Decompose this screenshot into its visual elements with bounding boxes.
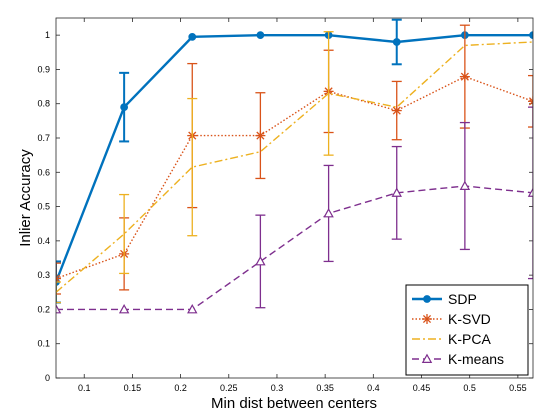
data-point [188, 32, 197, 41]
y-tick-label: 0.9 [37, 64, 50, 74]
y-tick-label: 0.4 [37, 236, 50, 246]
data-point [187, 303, 198, 314]
x-tick-label: 0.1 [78, 383, 91, 393]
data-point [391, 187, 402, 197]
data-point [422, 314, 432, 324]
x-tick-label: 0.3 [271, 383, 284, 393]
x-tick-label: 0.2 [174, 383, 187, 393]
y-tick-label: 0.1 [37, 339, 50, 349]
series-line [56, 41, 533, 293]
y-tick-label: 0.7 [37, 133, 50, 143]
series-line [56, 75, 533, 280]
y-tick-label: 0.8 [37, 99, 50, 109]
y-tick-label: 1 [45, 30, 50, 40]
x-tick-label: 0.4 [367, 383, 380, 393]
data-point [528, 96, 533, 107]
series-line [56, 185, 533, 311]
y-tick-label: 0.5 [37, 202, 50, 212]
legend-label: K-PCA [448, 331, 491, 347]
x-axis-title: Min dist between centers [211, 395, 377, 412]
error-bar [119, 193, 130, 275]
y-tick-label: 0.3 [37, 270, 50, 280]
y-tick-label: 0.6 [37, 167, 50, 177]
data-point [423, 295, 431, 303]
error-bar [528, 74, 533, 128]
plot-frame [55, 17, 534, 379]
data-point [255, 130, 266, 141]
legend-label: K-SVD [448, 311, 491, 327]
data-point [323, 207, 334, 218]
series-sdp [56, 18, 533, 304]
error-bar [56, 262, 61, 295]
series-k-means [56, 106, 533, 314]
legend: SDP K-SVD K-PCA K-means [405, 284, 529, 376]
data-point [459, 71, 470, 82]
data-point [255, 255, 266, 266]
data-point [118, 303, 130, 314]
legend-entry-k-svd: K-SVD [412, 311, 491, 327]
data-point [392, 38, 401, 46]
series-k-pca [56, 31, 533, 304]
y-axis-title: Inlier Accuracy [17, 149, 34, 247]
error-bar [323, 31, 334, 156]
legend-entry-sdp: SDP [412, 291, 477, 307]
x-tick-label: 0.5 [463, 383, 476, 393]
legend-label: K-means [448, 351, 504, 367]
legend-entry-k-means: K-means [412, 351, 504, 367]
error-bar [187, 97, 198, 237]
data-point [56, 273, 61, 284]
y-tick-label: 0 [45, 373, 50, 383]
data-point [256, 31, 265, 40]
data-point [120, 103, 129, 112]
x-tick-label: 0.55 [509, 383, 527, 393]
series-line [56, 33, 533, 283]
x-tick-label: 0.15 [124, 383, 142, 393]
x-tick-label: 0.45 [413, 383, 431, 393]
data-point [391, 105, 402, 116]
data-point [421, 353, 433, 363]
error-bar [528, 106, 533, 280]
legend-entry-k-pca: K-PCA [412, 331, 491, 347]
legend-label: SDP [448, 291, 477, 307]
data-point [459, 180, 471, 190]
data-point [56, 303, 62, 314]
error-bar [56, 281, 61, 304]
x-tick-label: 0.25 [220, 383, 238, 393]
x-tick-label: 0.35 [316, 383, 334, 393]
data-point [527, 187, 533, 197]
y-tick-label: 0.2 [37, 304, 50, 314]
